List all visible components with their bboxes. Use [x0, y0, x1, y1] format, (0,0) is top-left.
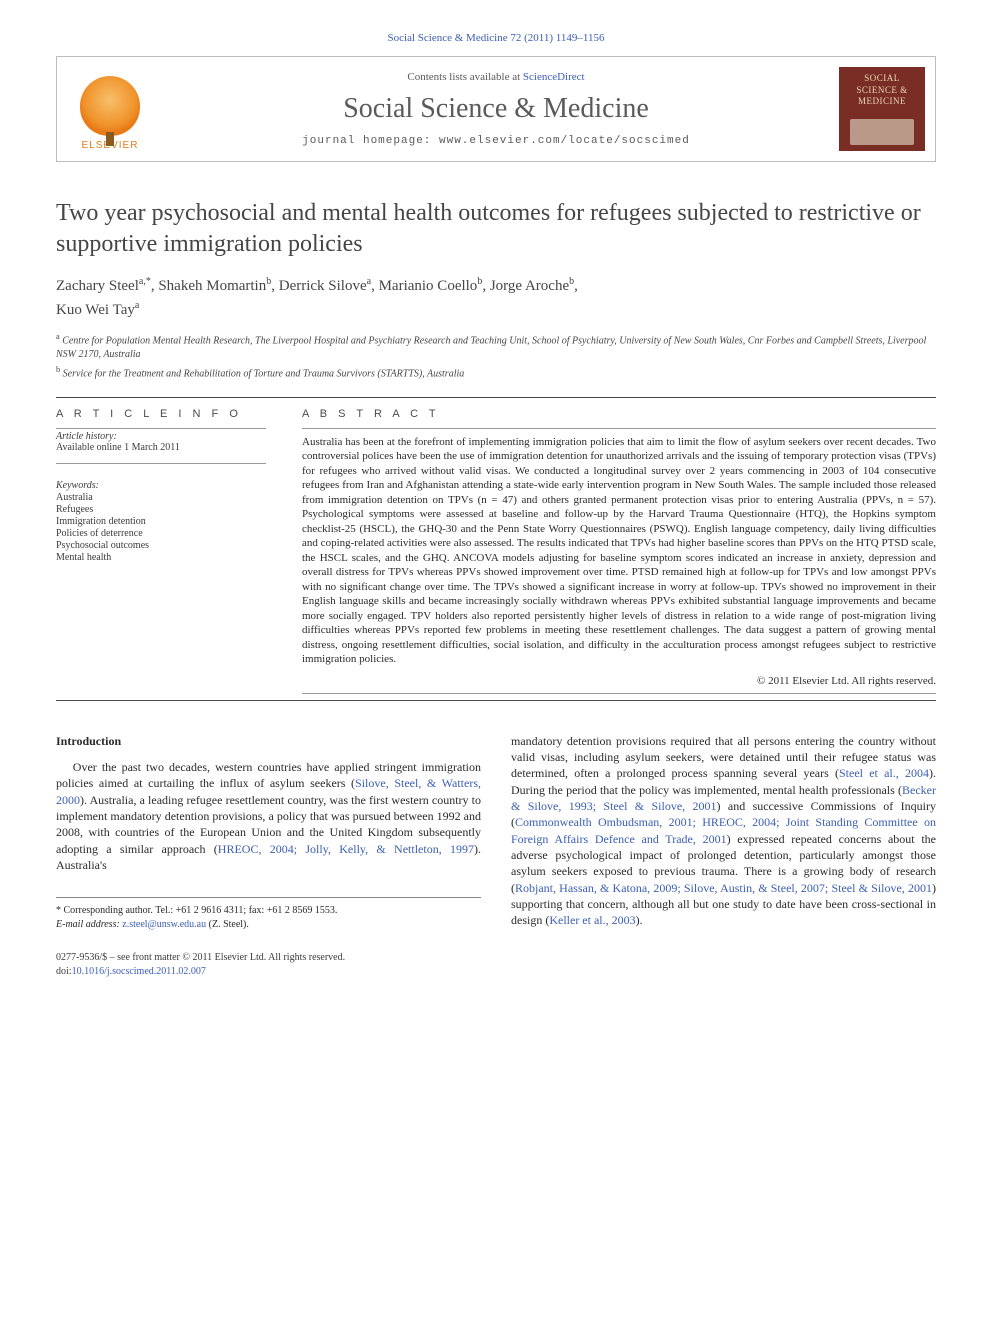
body-col-left: Introduction Over the past two decades, … [56, 733, 481, 932]
article-info-heading: A R T I C L E I N F O [56, 408, 266, 420]
body-col-right: mandatory detention provisions required … [511, 733, 936, 932]
affiliation: a Centre for Population Mental Health Re… [56, 331, 936, 361]
history-line: Available online 1 March 2011 [56, 442, 266, 453]
section-rule [56, 397, 936, 398]
keyword: Immigration detention [56, 516, 266, 527]
doi-line: doi:10.1016/j.socscimed.2011.02.007 [56, 965, 936, 979]
journal-name: Social Science & Medicine [167, 93, 825, 125]
abstract-col: A B S T R A C T Australia has been at th… [302, 408, 936, 694]
front-matter-line: 0277-9536/$ – see front matter © 2011 El… [56, 951, 936, 965]
elsevier-logo: ELSEVIER [67, 67, 153, 151]
article-info-col: A R T I C L E I N F O Article history: A… [56, 408, 266, 694]
keyword: Policies of deterrence [56, 528, 266, 539]
affiliation: b Service for the Treatment and Rehabili… [56, 364, 936, 381]
corresponding-email-line: E-mail address: z.steel@unsw.edu.au (Z. … [56, 918, 481, 932]
keyword: Mental health [56, 552, 266, 563]
body-paragraph: mandatory detention provisions required … [511, 733, 936, 929]
running-head: Social Science & Medicine 72 (2011) 1149… [56, 32, 936, 44]
body-paragraph: Over the past two decades, western count… [56, 759, 481, 873]
section-rule [56, 700, 936, 701]
author: Zachary Steela,* [56, 278, 151, 294]
thin-rule [56, 428, 266, 429]
body-two-columns: Introduction Over the past two decades, … [56, 733, 936, 932]
cover-title: SOCIAL SCIENCE & MEDICINE [843, 73, 921, 108]
keywords-label: Keywords: [56, 480, 266, 491]
citation-link[interactable]: HREOC, 2004; Jolly, Kelly, & Nettleton, … [218, 842, 474, 856]
abstract-heading: A B S T R A C T [302, 408, 936, 420]
cover-image-placeholder [850, 119, 914, 145]
contents-list-line: Contents lists available at ScienceDirec… [167, 71, 825, 83]
author: Shakeh Momartinb [158, 278, 271, 294]
keyword: Psychosocial outcomes [56, 540, 266, 551]
article-title: Two year psychosocial and mental health … [56, 198, 936, 260]
corresponding-footnotes: * Corresponding author. Tel.: +61 2 9616… [56, 897, 481, 931]
journal-masthead: ELSEVIER SOCIAL SCIENCE & MEDICINE Conte… [56, 56, 936, 162]
thin-rule [56, 463, 266, 464]
elsevier-tree-icon [80, 76, 140, 136]
citation-link[interactable]: Steel et al., 2004 [839, 766, 929, 780]
author: Jorge Arocheb [490, 278, 574, 294]
corresponding-author-line: * Corresponding author. Tel.: +61 2 9616… [56, 904, 481, 918]
citation-link[interactable]: Keller et al., 2003 [549, 913, 635, 927]
page-footer: 0277-9536/$ – see front matter © 2011 El… [56, 951, 936, 978]
section-heading-introduction: Introduction [56, 733, 481, 749]
author-list: Zachary Steela,*, Shakeh Momartinb, Derr… [56, 274, 936, 321]
doi-link[interactable]: 10.1016/j.socscimed.2011.02.007 [72, 966, 206, 977]
journal-cover-thumb: SOCIAL SCIENCE & MEDICINE [839, 67, 925, 151]
history-label: Article history: [56, 431, 266, 442]
thin-rule [302, 428, 936, 429]
thin-rule [302, 693, 936, 694]
author: Marianio Coellob [379, 278, 483, 294]
author: Kuo Wei Taya [56, 302, 139, 318]
corresponding-email-link[interactable]: z.steel@unsw.edu.au [122, 919, 206, 930]
article-meta-row: A R T I C L E I N F O Article history: A… [56, 408, 936, 694]
contents-prefix: Contents lists available at [407, 71, 522, 83]
citation-link[interactable]: Robjant, Hassan, & Katona, 2009; Silove,… [515, 881, 932, 895]
keyword: Refugees [56, 504, 266, 515]
author: Derrick Silovea [279, 278, 371, 294]
keyword: Australia [56, 492, 266, 503]
sciencedirect-link[interactable]: ScienceDirect [523, 71, 585, 83]
journal-homepage: journal homepage: www.elsevier.com/locat… [167, 135, 825, 147]
abstract-copyright: © 2011 Elsevier Ltd. All rights reserved… [302, 675, 936, 687]
abstract-text: Australia has been at the forefront of i… [302, 435, 936, 667]
